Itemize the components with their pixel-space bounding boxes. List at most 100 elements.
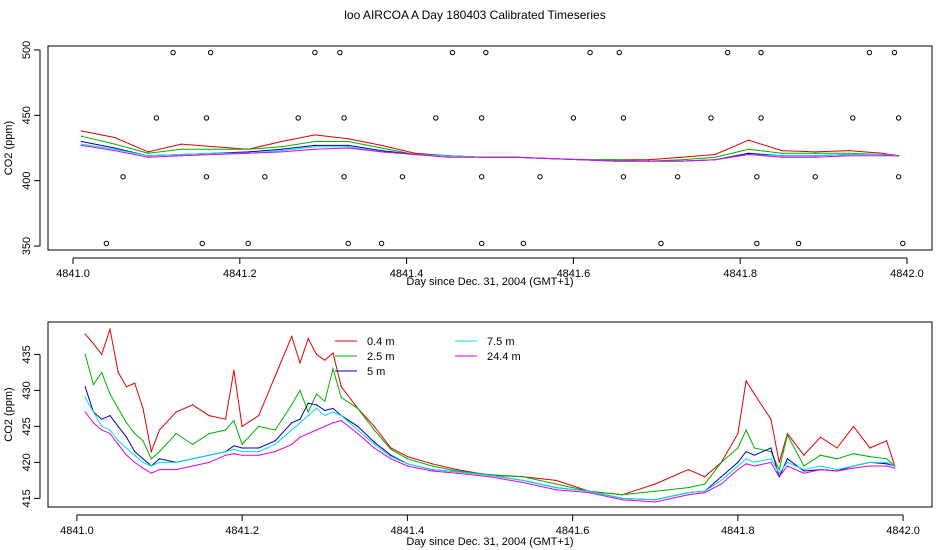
series-line-5-m xyxy=(81,141,899,162)
data-point xyxy=(803,470,805,472)
data-point xyxy=(803,472,805,474)
data-point xyxy=(158,468,161,471)
data-point xyxy=(299,362,301,364)
data-point xyxy=(885,465,888,467)
data-point xyxy=(747,148,750,150)
data-point xyxy=(180,148,183,150)
data-point xyxy=(258,447,260,449)
data-point xyxy=(747,153,750,156)
marker-point xyxy=(587,49,593,56)
marker-point xyxy=(207,49,214,56)
data-point xyxy=(786,465,789,467)
data-point xyxy=(522,476,524,478)
marker-point xyxy=(758,49,764,56)
data-point xyxy=(332,411,334,413)
marker-point xyxy=(674,174,681,180)
data-point xyxy=(819,436,822,438)
data-point xyxy=(786,432,789,435)
data-point xyxy=(80,144,82,146)
marker-point xyxy=(295,115,301,121)
data-point xyxy=(125,447,128,449)
data-point xyxy=(357,407,359,409)
series-line-7-5-m xyxy=(84,397,896,501)
data-point xyxy=(770,458,772,460)
data-point xyxy=(431,463,433,465)
marker-point xyxy=(895,174,902,180)
y-tick-label: 435 xyxy=(21,345,33,363)
x-tick-label: 4841.2 xyxy=(225,525,259,537)
data-point xyxy=(819,454,822,456)
x-tick-label: 4841.0 xyxy=(60,525,94,537)
marker-point xyxy=(520,240,527,247)
data-point xyxy=(522,479,524,481)
data-point xyxy=(390,454,392,456)
data-point xyxy=(786,458,789,460)
data-point xyxy=(274,440,276,442)
data-point xyxy=(147,152,149,154)
data-point xyxy=(654,501,656,503)
x-tick-label: 4841.6 xyxy=(557,268,591,280)
data-point xyxy=(291,429,293,431)
data-point xyxy=(324,409,326,412)
y-axis-label: CO2 (ppm) xyxy=(3,387,15,441)
data-point xyxy=(314,140,316,143)
x-axis-label: Day since Dec. 31, 2004 (GMT+1) xyxy=(406,536,573,548)
x-tick-label: 4841.4 xyxy=(390,268,424,280)
data-point xyxy=(373,441,375,443)
data-point xyxy=(214,153,216,156)
data-point xyxy=(84,396,86,399)
data-point xyxy=(150,458,152,460)
data-point xyxy=(621,494,623,496)
marker-point xyxy=(199,240,205,247)
data-point xyxy=(332,368,334,370)
legend-label: 2.5 m xyxy=(367,351,395,363)
data-point xyxy=(125,422,128,424)
data-point xyxy=(280,140,283,143)
data-point xyxy=(357,432,359,435)
data-point xyxy=(84,353,86,355)
data-point xyxy=(881,153,883,156)
data-point xyxy=(208,461,210,463)
data-point xyxy=(836,470,838,472)
marker-point xyxy=(449,49,456,56)
data-point xyxy=(114,136,116,139)
data-point xyxy=(347,138,349,140)
data-point xyxy=(714,156,716,158)
x-tick-label: 4842.0 xyxy=(890,268,924,280)
marker-point xyxy=(754,240,760,247)
data-point xyxy=(687,492,689,494)
data-point xyxy=(357,425,359,427)
marker-point xyxy=(658,240,664,247)
data-point xyxy=(101,371,103,373)
data-point xyxy=(803,465,805,467)
data-point xyxy=(885,461,888,463)
data-point xyxy=(514,156,516,158)
legend-label: 5 m xyxy=(367,366,385,378)
data-point xyxy=(431,470,433,472)
data-point xyxy=(447,156,449,158)
data-point xyxy=(324,400,326,402)
data-point xyxy=(781,156,783,158)
data-point xyxy=(814,151,816,153)
data-point xyxy=(745,380,747,382)
data-point xyxy=(109,414,111,417)
x-tick-label: 4841.2 xyxy=(223,268,257,280)
data-point xyxy=(814,152,816,154)
marker-point xyxy=(478,174,485,180)
data-point xyxy=(745,463,747,465)
series-line-5-m xyxy=(84,386,895,501)
data-point xyxy=(214,152,216,154)
data-point xyxy=(241,425,243,427)
data-point xyxy=(781,152,783,154)
data-point xyxy=(481,156,483,158)
data-point xyxy=(687,486,689,489)
data-point xyxy=(191,404,194,406)
data-point xyxy=(180,155,183,157)
data-point xyxy=(291,422,293,424)
data-point xyxy=(324,359,326,361)
data-point xyxy=(836,458,838,460)
data-point xyxy=(299,418,301,420)
data-point xyxy=(836,468,838,471)
marker-point xyxy=(895,115,902,121)
